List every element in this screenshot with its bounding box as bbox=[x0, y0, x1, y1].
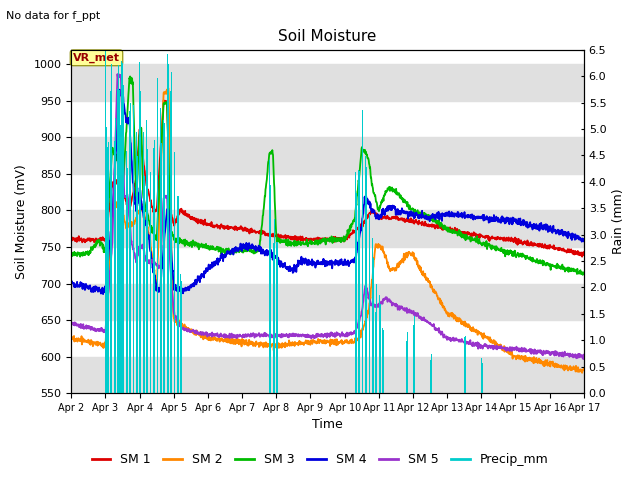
Legend: SM 1, SM 2, SM 3, SM 4, SM 5, Precip_mm: SM 1, SM 2, SM 3, SM 4, SM 5, Precip_mm bbox=[86, 448, 554, 471]
Bar bbox=[71, 357, 584, 393]
Bar bbox=[71, 64, 584, 101]
Bar bbox=[71, 210, 584, 247]
X-axis label: Time: Time bbox=[312, 419, 343, 432]
Text: VR_met: VR_met bbox=[73, 53, 120, 63]
Text: No data for f_ppt: No data for f_ppt bbox=[6, 10, 100, 21]
Title: Soil Moisture: Soil Moisture bbox=[278, 29, 377, 44]
Bar bbox=[71, 137, 584, 174]
Bar bbox=[71, 284, 584, 320]
Y-axis label: Soil Moisture (mV): Soil Moisture (mV) bbox=[15, 164, 28, 279]
Y-axis label: Rain (mm): Rain (mm) bbox=[612, 189, 625, 254]
